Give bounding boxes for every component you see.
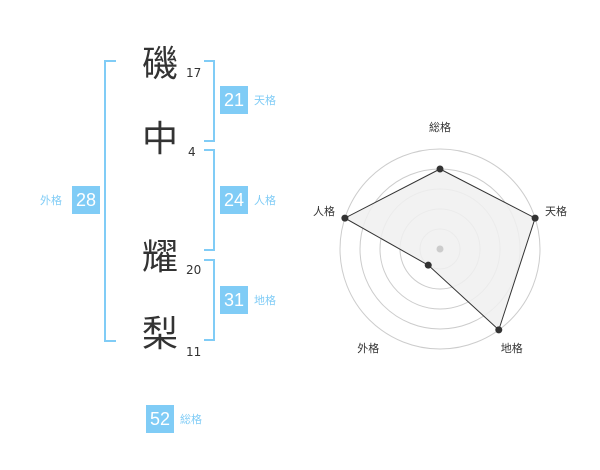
- gaikaku-label: 外格: [40, 194, 62, 207]
- name-char-1: 磯: [141, 44, 178, 85]
- jinkaku-bracket: [204, 149, 215, 251]
- gaikaku-value: 28: [72, 186, 100, 214]
- radar-axis-label: 地格: [500, 341, 523, 355]
- chikaku-label: 地格: [254, 294, 276, 307]
- name-char-2: 中: [141, 119, 178, 160]
- stroke-count-3: 20: [186, 263, 202, 277]
- chikaku-value: 31: [220, 286, 248, 314]
- tenkaku-label: 天格: [254, 94, 276, 107]
- stroke-count-2: 4: [188, 145, 196, 159]
- radar-axis-label: 総格: [429, 121, 451, 134]
- soukaku-value: 52: [146, 405, 174, 433]
- tenkaku-value: 21: [220, 86, 248, 114]
- radar-point: [424, 261, 432, 269]
- radar-point: [495, 326, 503, 334]
- name-char-3: 耀: [141, 237, 178, 278]
- radar-axis-label: 外格: [357, 341, 380, 355]
- radar-axis-label: 天格: [545, 205, 568, 219]
- gaikaku-bracket: [104, 60, 116, 342]
- stroke-count-1: 17: [186, 66, 202, 80]
- jinkaku-value: 24: [220, 186, 248, 214]
- radar-point: [436, 165, 444, 173]
- radar-ring: [339, 148, 541, 350]
- radar-axis-label: 人格: [312, 205, 335, 219]
- chikaku-bracket: [204, 259, 215, 341]
- tenkaku-bracket: [204, 60, 215, 142]
- radar-point: [341, 214, 349, 222]
- radar-center: [436, 245, 444, 253]
- jinkaku-label: 人格: [254, 194, 276, 207]
- stroke-count-4: 11: [186, 345, 202, 359]
- soukaku-label: 総格: [180, 413, 202, 426]
- radar-point: [531, 214, 539, 222]
- name-char-4: 梨: [141, 314, 178, 355]
